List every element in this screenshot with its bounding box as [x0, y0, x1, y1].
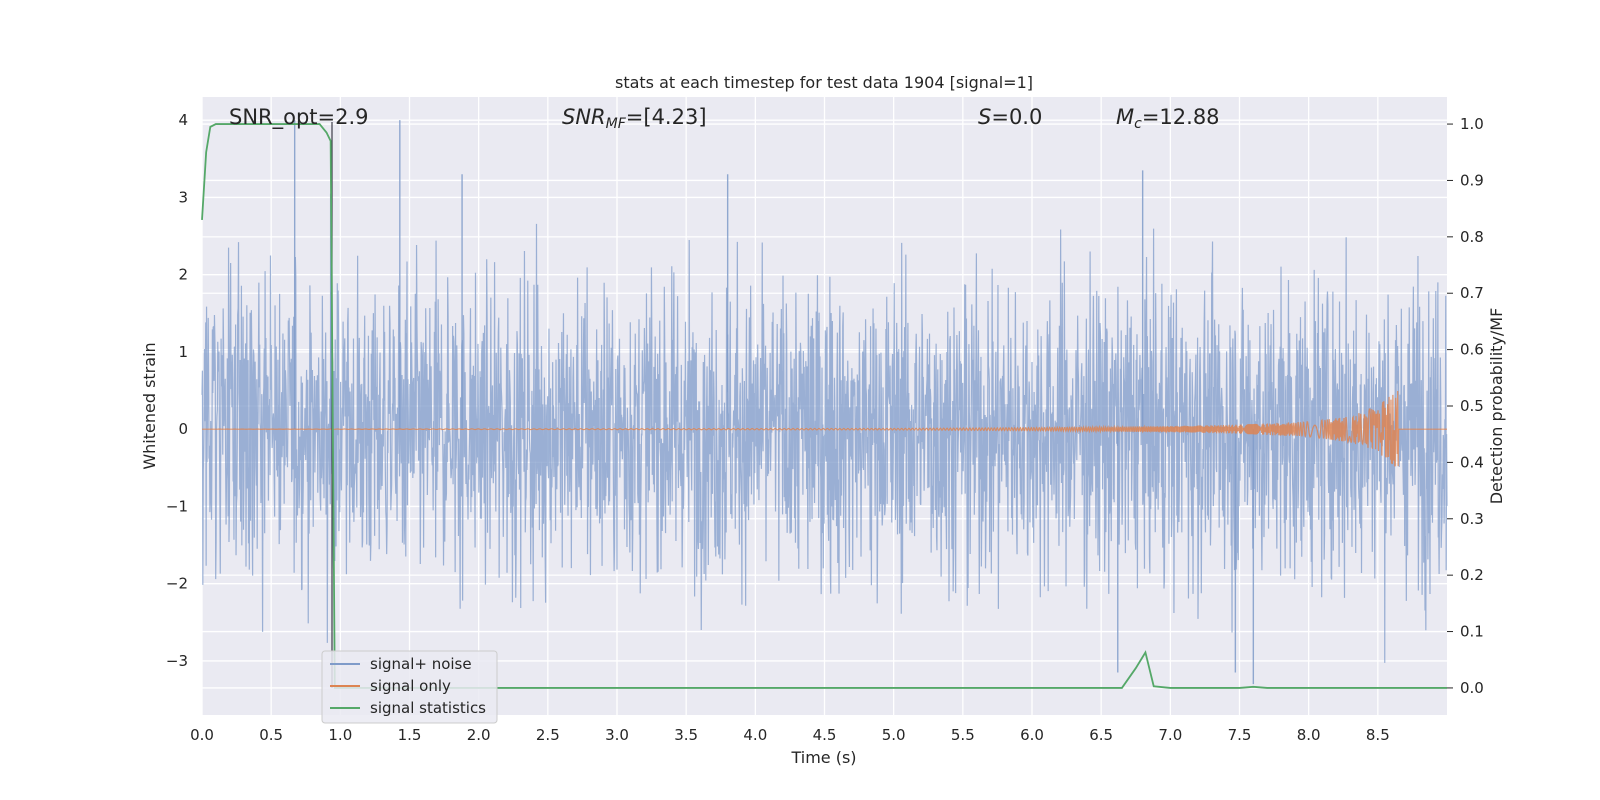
y-tick-label: −3 — [166, 652, 188, 670]
x-tick-label: 1.5 — [398, 726, 422, 744]
x-tick-label: 2.5 — [536, 726, 560, 744]
signal-only-line — [201, 390, 1447, 467]
x-tick-label: 3.5 — [674, 726, 698, 744]
x-tick-label: 1.0 — [328, 726, 352, 744]
series-signal-only — [201, 390, 1447, 467]
legend-box — [321, 650, 498, 724]
y-right-tick-label: 0.7 — [1460, 284, 1484, 302]
x-tick-label: 4.5 — [813, 726, 837, 744]
y-right-tick-label: 0.1 — [1460, 623, 1484, 641]
x-tick-label: 7.5 — [1228, 726, 1252, 744]
series-signal-noise — [201, 120, 1448, 685]
x-tick-label: 3.0 — [605, 726, 629, 744]
annotation-snr-mf-main: SNR — [562, 105, 606, 129]
annotation-mc-value: =12.88 — [1142, 105, 1220, 129]
legend-label-signal-statistics: signal statistics — [370, 699, 486, 717]
x-tick-label: 8.5 — [1366, 726, 1390, 744]
y-tick-label: −2 — [166, 575, 188, 593]
signal-statistics-line — [201, 123, 1447, 689]
x-tick-label: 0.5 — [259, 726, 283, 744]
y-right-tick-label: 0.6 — [1460, 341, 1484, 359]
annotation-snr-opt: SNR_opt=2.9 — [229, 105, 369, 130]
y-right-tick-label: 0.8 — [1460, 228, 1484, 246]
y-right-tick-label: 0.2 — [1460, 566, 1484, 584]
x-axis: 0.0 0.5 1.0 1.5 2.0 2.5 3.0 3.5 4.0 4.5 5.0 5.5 6.0 6… — [190, 726, 1390, 744]
x-tick-label: 6.0 — [1020, 726, 1044, 744]
y-tick-label: 3 — [178, 188, 188, 206]
y-axis-right-label: Detection probability/MF — [1487, 308, 1506, 505]
y-axis-left: −3 −2 −1 0 1 2 3 4 — [166, 111, 188, 670]
y-right-tick-label: 0.5 — [1460, 397, 1484, 415]
y-right-tick-label: 0.4 — [1460, 453, 1484, 471]
legend-label-signal-only: signal only — [370, 677, 451, 695]
y-tick-label: −1 — [166, 497, 188, 515]
x-tick-label: 2.0 — [467, 726, 491, 744]
annotation-snr-mf-sub: MF — [606, 116, 627, 132]
x-tick-label: 0.0 — [190, 726, 214, 744]
annotation-snr-mf-value: =[4.23] — [626, 105, 707, 129]
x-tick-label: 5.0 — [882, 726, 906, 744]
y-right-tick-label: 0.9 — [1460, 171, 1484, 189]
x-tick-label: 6.5 — [1089, 726, 1113, 744]
signal-noise-line — [201, 223, 1448, 663]
annotation-s-value: =0.0 — [991, 105, 1042, 129]
annotation-mc-main: M — [1116, 105, 1134, 129]
y-right-tick-label: 0.0 — [1460, 679, 1484, 697]
x-tick-label: 8.0 — [1297, 726, 1321, 744]
series-signal-statistics — [201, 123, 1447, 689]
x-tick-label: 7.0 — [1158, 726, 1182, 744]
y-tick-label: 2 — [178, 266, 188, 284]
y-axis-right: 0.0 0.1 0.2 0.3 0.4 0.5 0.6 0.7 0.8 0.9 1.0 — [1447, 115, 1484, 697]
y-right-tick-label: 1.0 — [1460, 115, 1484, 133]
legend: signal+ noise signal only signal statist… — [321, 650, 498, 724]
annotation-s: S=0.0 — [978, 105, 1042, 129]
annotation-s-main: S — [978, 105, 991, 129]
annotation-mc-sub: c — [1134, 116, 1142, 132]
legend-label-signal-noise: signal+ noise — [370, 655, 472, 673]
y-right-tick-label: 0.3 — [1460, 510, 1484, 528]
chart-title: stats at each timestep for test data 190… — [615, 73, 1033, 92]
annotation-snr-mf: SNRMF=[4.23] — [562, 105, 707, 132]
annotation-mc: Mc=12.88 — [1116, 105, 1220, 132]
y-tick-label: 4 — [178, 111, 188, 129]
x-tick-label: 4.0 — [743, 726, 767, 744]
y-tick-label: 0 — [178, 420, 188, 438]
y-axis-label: Whitened strain — [140, 342, 159, 469]
x-axis-label: Time (s) — [790, 748, 856, 767]
y-tick-label: 1 — [178, 343, 188, 361]
x-tick-label: 5.5 — [951, 726, 975, 744]
